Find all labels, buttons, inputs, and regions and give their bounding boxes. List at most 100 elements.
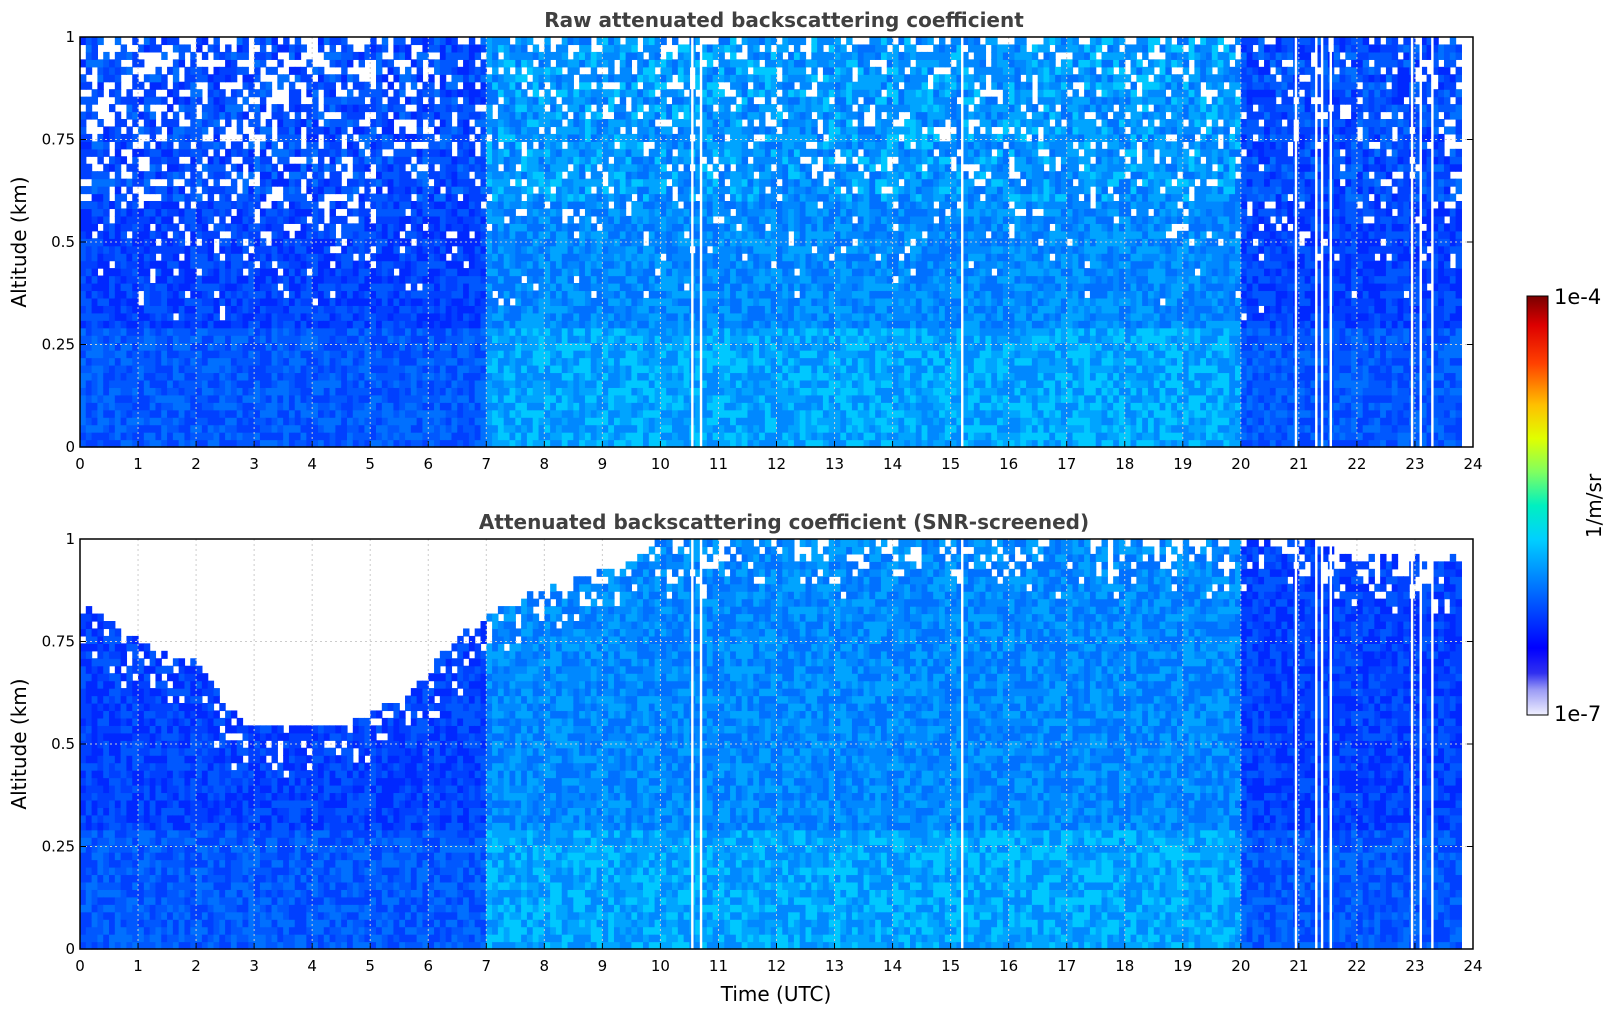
heatmap-cell [265,297,273,306]
heatmap-cell [474,260,482,269]
heatmap-cell [648,372,656,381]
heatmap-cell [399,342,406,351]
heatmap-cell [329,96,336,105]
heatmap-cell [341,119,348,128]
heatmap-cell [132,223,139,232]
heatmap-cell [97,297,104,306]
heatmap-cell [399,424,406,433]
heatmap-cell [364,133,371,142]
heatmap-cell [341,327,348,336]
heatmap-cell [91,379,99,388]
heatmap-cell [335,186,342,195]
heatmap-cell [422,297,429,306]
heatmap-cell [428,89,435,98]
heatmap-cell [254,37,261,46]
heatmap-cell [596,238,603,247]
heatmap-cell [544,290,551,299]
heatmap-cell [288,305,296,314]
heatmap-cell [579,171,586,180]
heatmap-cell [643,215,650,224]
heatmap-cell [428,350,435,359]
heatmap-cell [579,335,586,344]
heatmap-cell [677,424,685,433]
heatmap-cell [590,402,598,411]
heatmap-cell [584,268,592,277]
heatmap-cell [439,37,447,46]
heatmap-cell [277,201,284,210]
heatmap-cell [631,260,638,269]
heatmap-cell [213,424,220,433]
heatmap-cell [259,96,267,105]
heatmap-cell [602,215,609,224]
heatmap-cell [85,208,93,217]
heatmap-cell [114,417,122,426]
heatmap-cell [445,268,453,277]
heatmap-cell [544,312,551,321]
heatmap-cell [555,208,563,217]
heatmap-cell [515,215,522,224]
heatmap-cell [434,37,441,46]
heatmap-cell [422,424,429,433]
heatmap-cell [80,156,87,165]
heatmap-cell [132,439,139,448]
heatmap-cell [213,402,220,411]
heatmap-cell [399,275,406,284]
heatmap-cell [544,66,551,75]
heatmap-cell [155,320,162,329]
heatmap-cell [532,297,540,306]
heatmap-cell [416,260,424,269]
heatmap-cell [457,372,464,381]
heatmap-cell [254,357,261,366]
heatmap-cell [358,379,365,388]
heatmap-cell [567,439,574,448]
heatmap-cell [538,402,545,411]
heatmap-cell [271,230,278,239]
heatmap-cell [103,245,110,254]
heatmap-cell [207,201,215,210]
heatmap-cell [172,283,180,292]
heatmap-cell [660,163,667,172]
heatmap-cell [619,201,627,210]
heatmap-cell [387,402,395,411]
heatmap-cell [271,223,278,232]
heatmap-cell [329,215,336,224]
heatmap-cell [544,44,551,53]
heatmap-cell [178,312,186,321]
heatmap-cell [300,402,307,411]
heatmap-cell [178,51,186,60]
heatmap-cell [358,89,365,98]
heatmap-cell [155,141,162,150]
heatmap-cell [370,357,377,366]
heatmap-cell [143,186,151,195]
heatmap-cell [196,432,203,441]
heatmap-cell [312,327,319,336]
heatmap-cell [584,126,592,135]
heatmap-cell [254,439,261,448]
heatmap-cell [463,44,470,53]
heatmap-cell [544,305,551,314]
heatmap-cell [230,409,238,418]
heatmap-cell [103,253,110,262]
heatmap-cell [672,253,679,262]
heatmap-cell [619,268,627,277]
heatmap-cell [138,81,145,90]
heatmap-cell [172,81,180,90]
heatmap-cell [457,253,464,262]
heatmap-cell [654,379,662,388]
heatmap-cell [149,253,157,262]
heatmap-cell [567,81,574,90]
heatmap-cell [364,283,371,292]
heatmap-cell [480,66,487,75]
heatmap-cell [346,186,354,195]
heatmap-cell [213,126,220,135]
heatmap-cell [439,111,447,120]
heatmap-cell [677,402,685,411]
heatmap-cell [97,387,104,396]
heatmap-cell [306,148,313,157]
heatmap-cell [346,312,354,321]
heatmap-cell [294,365,302,374]
heatmap-cell [161,372,168,381]
heatmap-cell [300,379,307,388]
heatmap-cell [613,268,621,277]
heatmap-cell [672,335,679,344]
